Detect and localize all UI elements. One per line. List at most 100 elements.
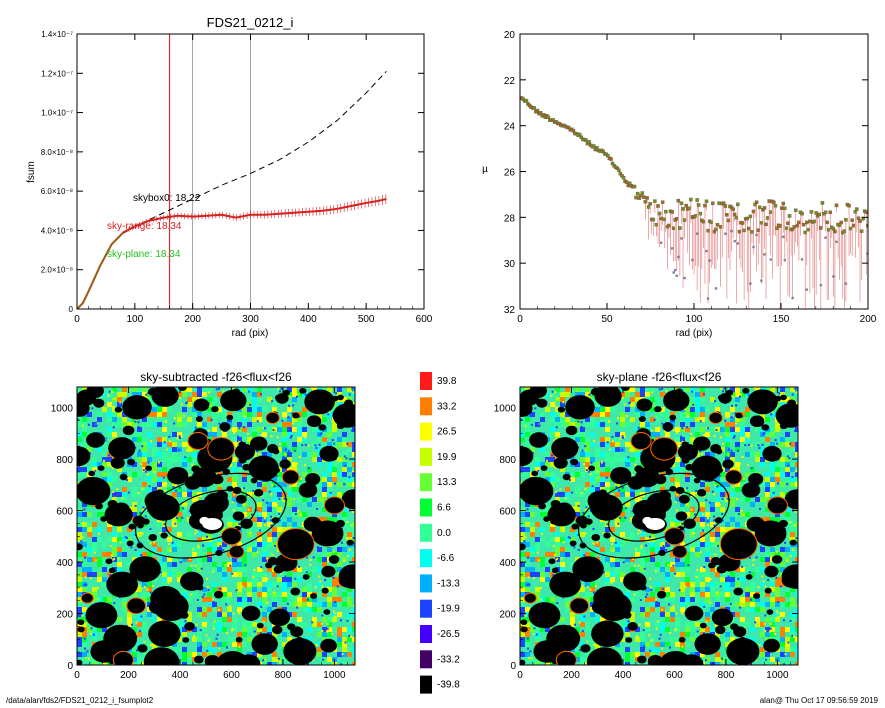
noise-pixel	[550, 597, 555, 602]
profile-point	[675, 274, 678, 278]
noise-pixel	[780, 392, 785, 397]
noise-pixel	[334, 615, 337, 618]
noise-pixel	[337, 637, 342, 642]
noise-pixel	[337, 632, 342, 637]
noise-pixel	[655, 432, 660, 437]
noise-pixel	[267, 662, 272, 665]
noise-pixel	[347, 462, 352, 467]
noise-pixel	[174, 522, 177, 525]
noise-pixel	[172, 647, 177, 652]
colorbar-label: -19.9	[437, 604, 460, 615]
noise-pixel	[700, 572, 705, 577]
masked-source	[271, 625, 283, 635]
noise-pixel	[585, 387, 590, 392]
noise-pixel	[775, 617, 780, 622]
noise-pixel	[560, 422, 565, 427]
profile-point	[768, 210, 773, 214]
noise-pixel	[257, 537, 262, 542]
noise-pixel	[207, 417, 212, 422]
noise-pixel	[342, 467, 347, 472]
noise-pixel	[241, 585, 244, 588]
profile-point	[656, 204, 660, 208]
noise-pixel	[795, 637, 798, 642]
noise-pixel	[112, 405, 115, 408]
noise-pixel	[232, 557, 237, 562]
noise-pixel	[740, 597, 745, 602]
noise-pixel	[87, 552, 92, 557]
noise-pixel	[327, 587, 332, 592]
noise-pixel	[122, 537, 127, 542]
noise-pixel	[177, 417, 182, 422]
noise-pixel	[147, 397, 152, 402]
noise-pixel	[680, 427, 685, 432]
noise-pixel	[167, 572, 172, 577]
fsum-chart: FDS21_0212_i 0 100 200 300 400 500 60002.0×10⁻…	[26, 15, 433, 339]
noise-pixel	[775, 577, 780, 582]
noise-pixel	[705, 452, 710, 457]
noise-pixel	[610, 447, 615, 452]
noise-pixel	[317, 482, 322, 487]
noise-pixel	[117, 402, 122, 407]
noise-pixel	[262, 572, 267, 577]
noise-pixel	[93, 551, 96, 554]
masked-source	[298, 482, 318, 498]
profile-point	[651, 217, 656, 222]
noise-pixel	[242, 387, 247, 392]
noise-pixel	[332, 427, 337, 432]
noise-pixel	[237, 611, 240, 614]
noise-pixel	[107, 527, 112, 532]
noise-pixel	[725, 432, 730, 437]
noise-pixel	[790, 477, 795, 482]
noise-pixel	[780, 492, 785, 497]
masked-source	[101, 649, 114, 660]
noise-pixel	[132, 507, 137, 512]
noise-pixel	[102, 557, 107, 562]
noise-pixel	[765, 627, 770, 632]
noise-pixel	[247, 547, 252, 552]
noise-pixel	[790, 552, 795, 557]
noise-pixel	[770, 552, 775, 557]
noise-pixel	[525, 417, 530, 422]
noise-pixel	[195, 496, 198, 499]
noise-pixel	[270, 519, 273, 522]
noise-pixel	[257, 482, 262, 487]
noise-pixel	[192, 652, 197, 657]
noise-pixel	[670, 592, 675, 597]
noise-pixel	[317, 437, 322, 442]
noise-pixel	[715, 497, 720, 502]
noise-pixel	[317, 627, 322, 632]
noise-pixel	[705, 587, 710, 592]
noise-pixel	[720, 422, 725, 427]
noise-pixel	[545, 512, 550, 517]
noise-pixel	[212, 432, 217, 437]
noise-pixel	[210, 418, 213, 421]
noise-pixel	[715, 527, 720, 532]
noise-pixel	[620, 412, 625, 417]
fsum-y-axis-label: fsum	[26, 161, 37, 183]
noise-pixel	[257, 452, 260, 455]
noise-pixel	[570, 562, 575, 567]
noise-pixel	[293, 449, 296, 452]
noise-pixel	[665, 597, 670, 602]
noise-pixel	[580, 457, 585, 462]
noise-pixel	[197, 392, 202, 397]
noise-pixel	[560, 547, 565, 552]
noise-pixel	[560, 537, 565, 542]
profile-point	[745, 216, 749, 221]
noise-pixel	[595, 467, 600, 472]
noise-pixel	[650, 407, 655, 412]
noise-pixel	[615, 457, 620, 462]
noise-pixel	[222, 412, 227, 417]
noise-pixel	[162, 567, 167, 572]
profile-point	[640, 191, 645, 195]
noise-pixel	[339, 619, 342, 622]
noise-pixel	[182, 482, 187, 487]
noise-pixel	[525, 387, 530, 392]
noise-pixel	[152, 617, 157, 622]
noise-pixel	[690, 512, 695, 517]
noise-pixel	[695, 582, 700, 587]
noise-pixel	[685, 632, 690, 637]
noise-pixel	[775, 517, 780, 522]
noise-pixel	[332, 472, 337, 477]
noise-pixel	[580, 622, 585, 627]
